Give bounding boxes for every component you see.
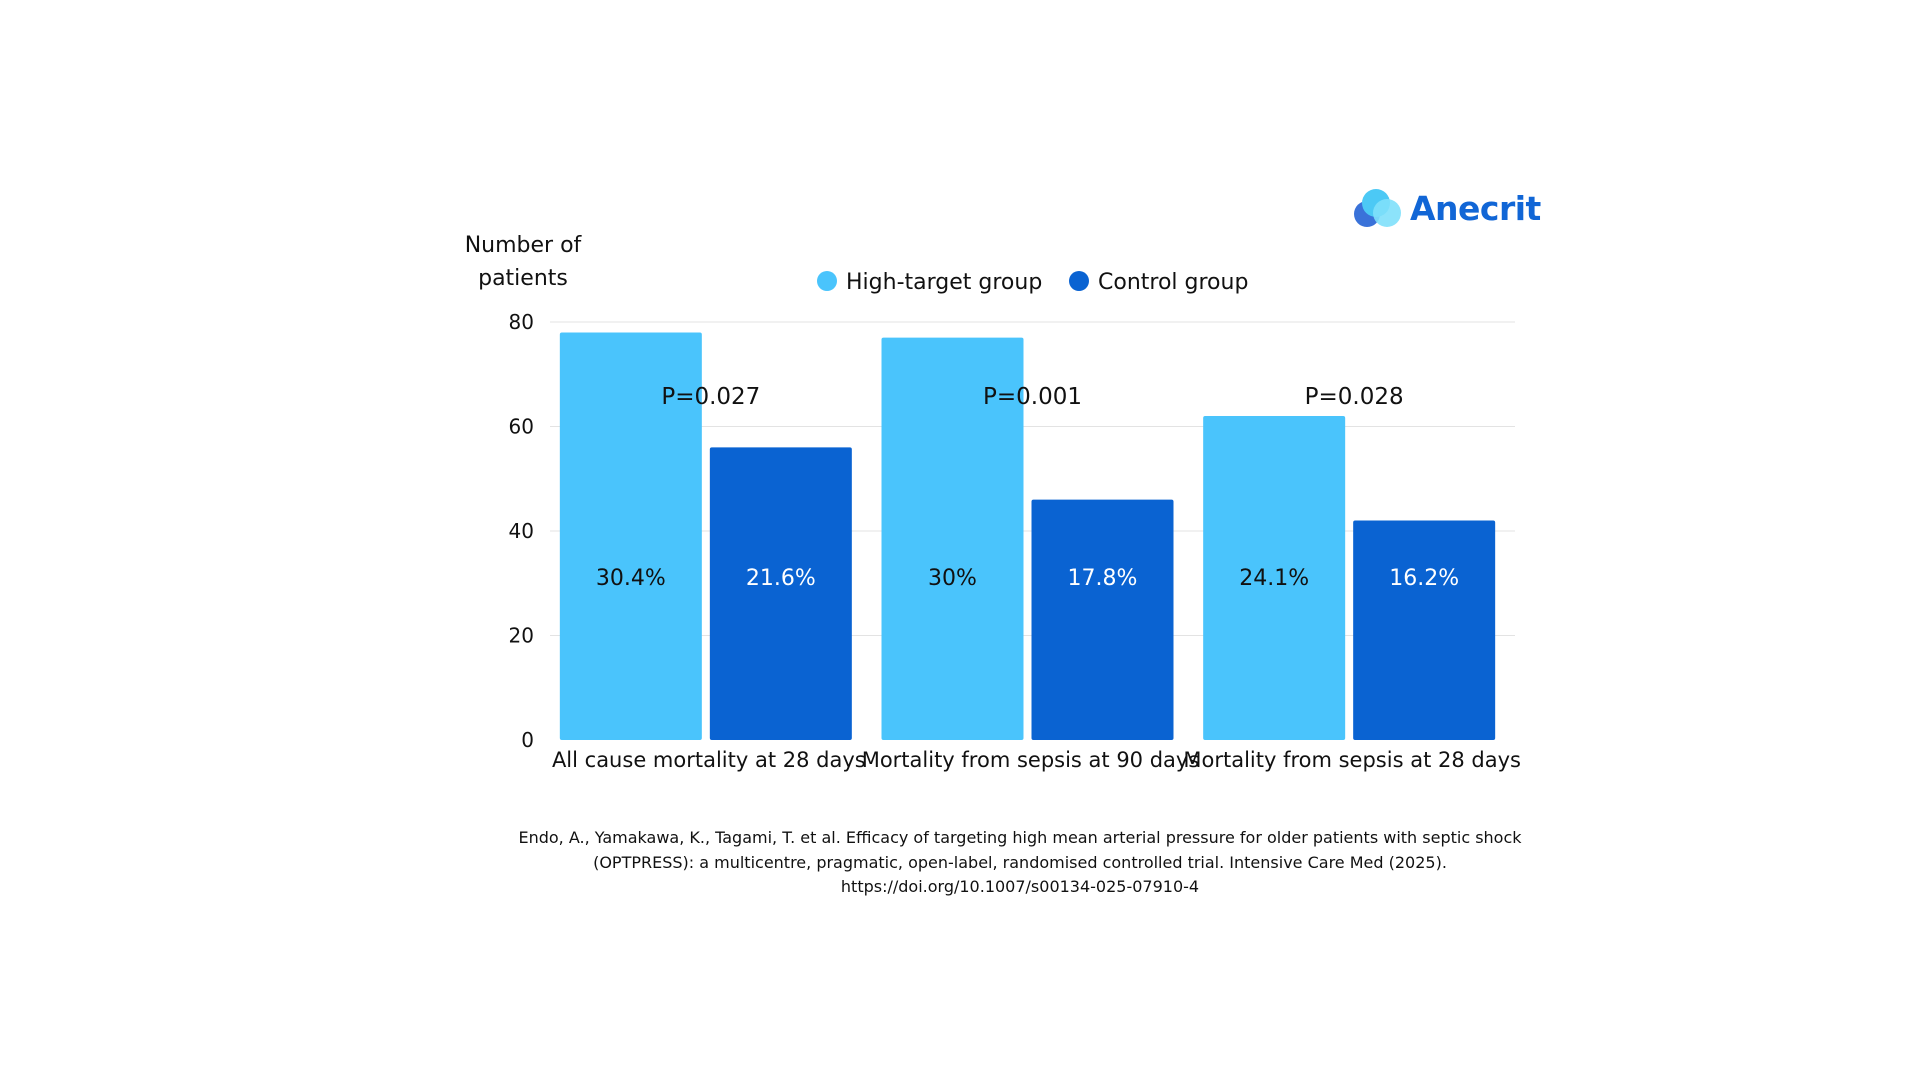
bar-data-label: 16.2% <box>1389 566 1459 591</box>
y-axis-ticks: 0 20 40 60 80 <box>509 310 534 752</box>
bar <box>709 447 852 740</box>
citation-line: Endo, A., Yamakawa, K., Tagami, T. et al… <box>518 828 1522 847</box>
y-axis-label-line: patients <box>478 266 568 291</box>
bar-data-label: 30.4% <box>596 566 666 591</box>
y-tick-label: 60 <box>509 415 534 439</box>
citation-line: https://doi.org/10.1007/s00134-025-07910… <box>840 877 1200 896</box>
y-tick-label: 40 <box>509 519 534 543</box>
bar-data-label: 21.6% <box>746 566 816 591</box>
legend: High-target group Control group <box>817 270 1248 295</box>
legend-swatch <box>1069 271 1089 291</box>
p-value-annotation: P=0.028 <box>1305 384 1404 410</box>
citation: Endo, A., Yamakawa, K., Tagami, T. et al… <box>460 826 1580 900</box>
y-axis-label: Number of patients <box>465 233 583 291</box>
y-axis-label-line: Number of <box>465 233 583 258</box>
bar <box>1031 499 1174 740</box>
citation-line: (OPTPRESS): a multicentre, pragmatic, op… <box>593 852 1447 872</box>
x-tick-label: Mortality from sepsis at 28 days <box>1183 748 1521 772</box>
bar-data-label: 17.8% <box>1068 566 1138 591</box>
p-value-annotation: P=0.027 <box>661 384 760 410</box>
bars <box>559 332 1496 740</box>
y-tick-label: 0 <box>521 728 534 752</box>
bar-data-label: 24.1% <box>1239 566 1309 591</box>
bar <box>1203 416 1346 740</box>
y-tick-label: 20 <box>509 624 534 648</box>
legend-label: High-target group <box>846 270 1042 295</box>
bar-data-label: 30% <box>928 566 977 591</box>
brand-name: Anecrit <box>1410 188 1541 228</box>
anecrit-logo: Anecrit <box>1352 186 1541 230</box>
x-axis-ticks: All cause mortality at 28 daysMortality … <box>552 748 1521 772</box>
y-tick-label: 80 <box>509 310 534 334</box>
x-tick-label: Mortality from sepsis at 90 days <box>862 748 1200 772</box>
bar <box>559 332 702 740</box>
x-tick-label: All cause mortality at 28 days <box>552 748 866 772</box>
p-value-annotations: P=0.027 P=0.001 P=0.028 <box>661 384 1403 410</box>
bar-labels: 30.4% 21.6% 30% 17.8% 24.1% 16.2% <box>596 566 1459 591</box>
bar <box>881 337 1024 740</box>
legend-swatch <box>817 271 837 291</box>
legend-label: Control group <box>1098 270 1248 295</box>
bar <box>1353 520 1496 740</box>
anecrit-logo-icon <box>1354 189 1401 227</box>
p-value-annotation: P=0.001 <box>983 384 1082 410</box>
